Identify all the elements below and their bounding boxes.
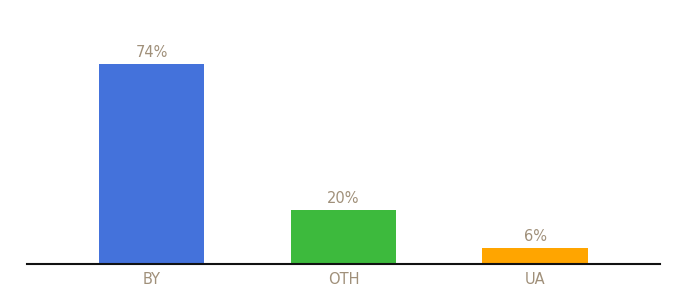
Bar	[482, 248, 588, 264]
Text: 20%: 20%	[327, 191, 360, 206]
Text: 6%: 6%	[524, 229, 547, 244]
Text: 74%: 74%	[135, 45, 168, 60]
Bar	[99, 64, 205, 264]
Bar	[291, 210, 396, 264]
